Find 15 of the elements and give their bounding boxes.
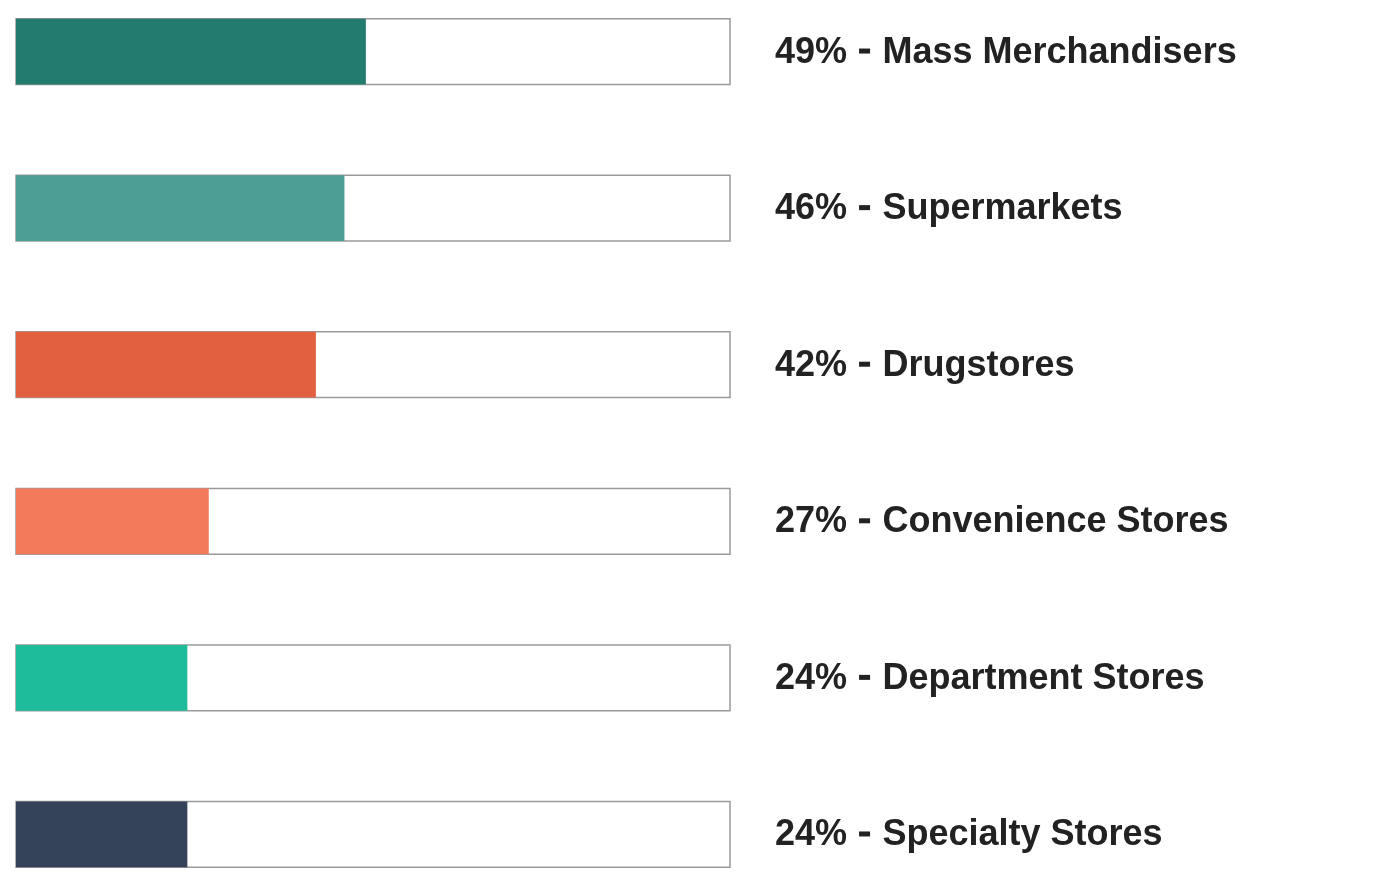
y-tick-label: Convenience Stores — [882, 499, 1229, 541]
y-tick-label: Specialty Stores — [882, 812, 1163, 854]
y-tick-label: Department Stores — [882, 655, 1205, 697]
data-label: 42% — [775, 342, 848, 384]
data-label: 24% — [775, 812, 848, 854]
data-label: 49% — [775, 29, 848, 71]
bar — [16, 488, 209, 555]
data-label: 46% — [775, 186, 848, 228]
data-label: 24% — [775, 655, 848, 697]
y-tick-label: Supermarkets — [882, 186, 1123, 228]
data-label: 27% — [775, 499, 848, 541]
y-tick-label: Drugstores — [882, 342, 1075, 384]
bar — [16, 644, 188, 711]
y-tick-label: Mass Merchandisers — [882, 29, 1237, 71]
bar — [16, 801, 188, 868]
